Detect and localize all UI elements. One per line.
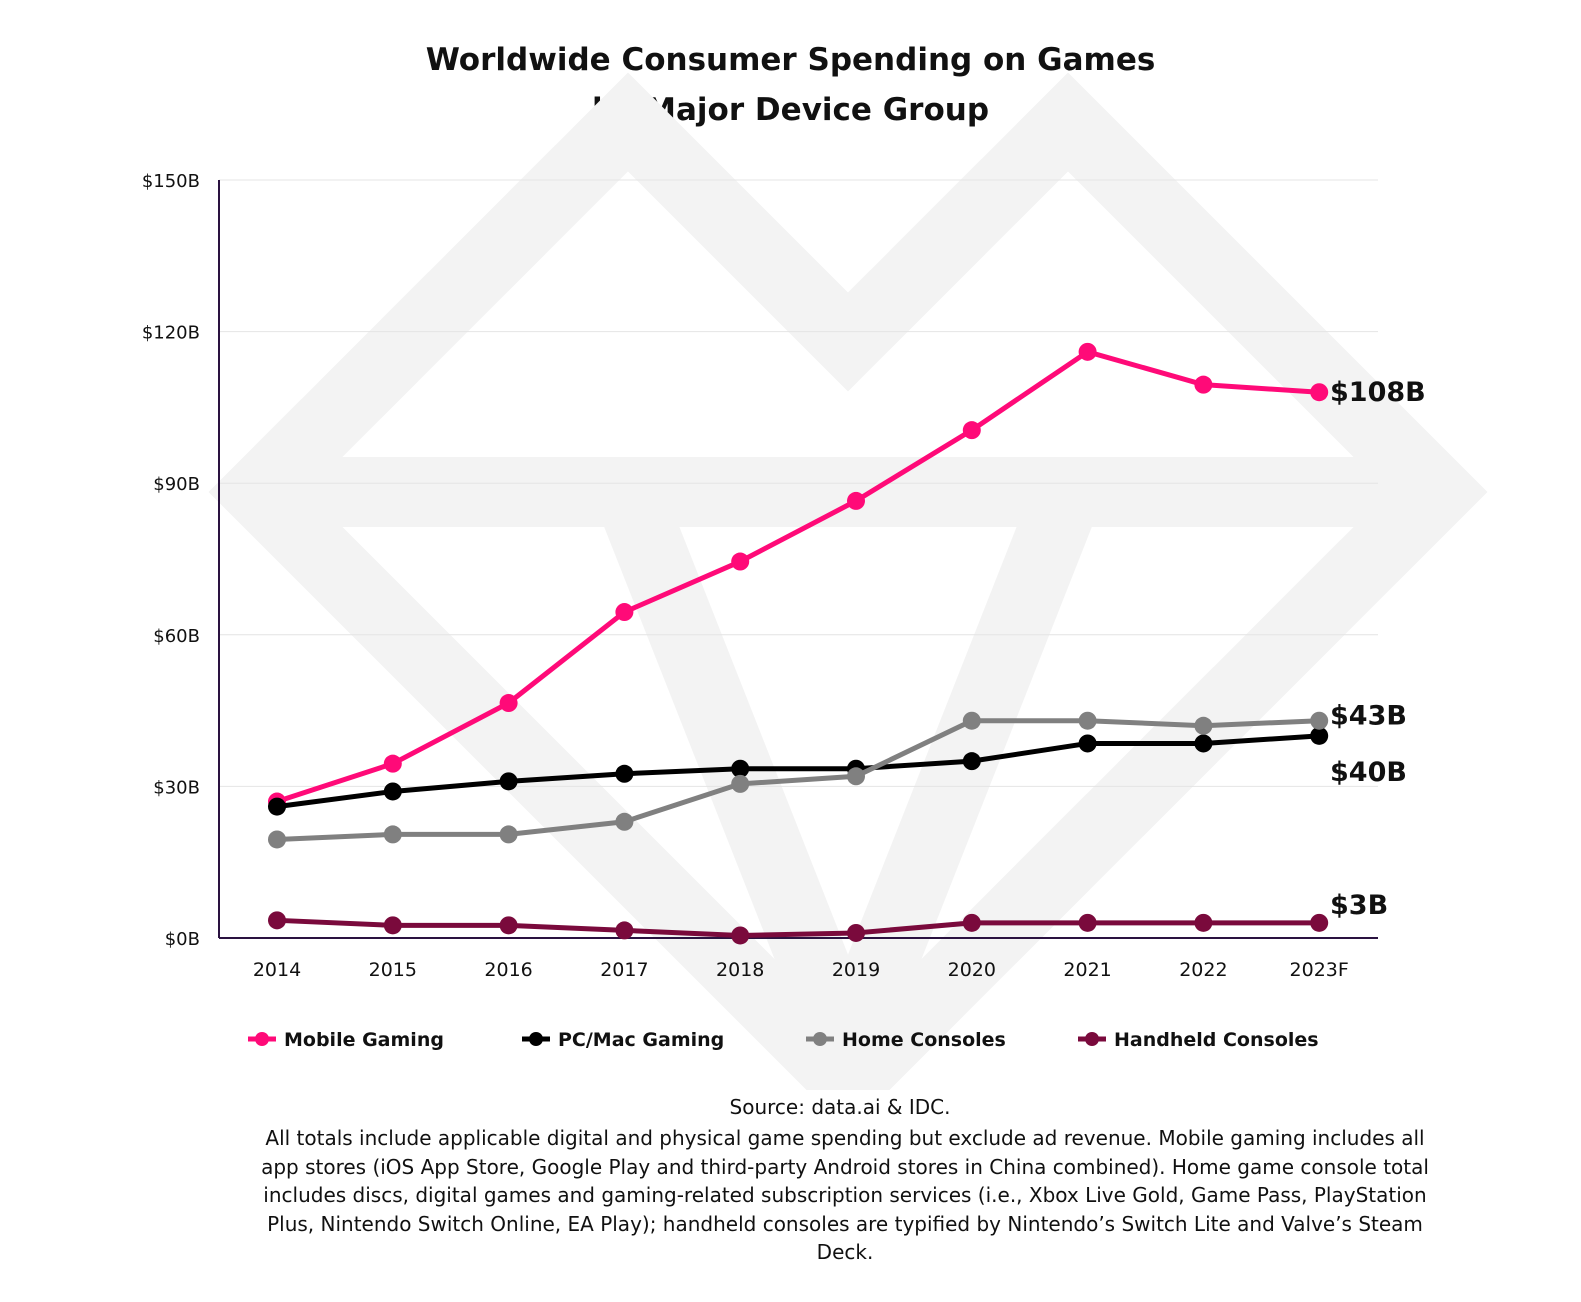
line-chart: $0B$30B$60B$90B$120B$150B 2014 2015 2016 20…	[142, 72, 1488, 1090]
series-home-consoles	[268, 711, 1329, 849]
source-text: Source: data.ai & IDC.	[729, 1095, 951, 1119]
data-point	[962, 752, 981, 771]
x-tick-label: 2016	[484, 959, 532, 981]
x-tick-label: 2023F	[1290, 959, 1349, 981]
data-point	[847, 491, 865, 510]
data-point	[847, 923, 865, 942]
legend-label: Handheld Consoles	[1114, 1029, 1319, 1051]
legend-item: Mobile Gaming	[248, 1029, 444, 1051]
data-point	[615, 603, 634, 622]
data-point	[499, 694, 518, 713]
data-point	[962, 913, 981, 932]
data-point	[731, 759, 750, 778]
watermark-logo	[208, 72, 1488, 1090]
legend-label: Home Consoles	[842, 1029, 1006, 1051]
y-tick-label: $150B	[142, 171, 200, 192]
legend-swatch-marker	[529, 1032, 543, 1046]
y-axis-ticks: $0B $30B $60B $90B $120B $150B	[142, 171, 200, 950]
legend-item: Home Consoles	[806, 1029, 1006, 1051]
data-point	[847, 767, 865, 786]
data-point	[615, 764, 634, 783]
legend-swatch-marker	[1085, 1032, 1099, 1046]
data-point	[1310, 913, 1329, 932]
y-tick-label: $60B	[153, 626, 200, 647]
end-label: $3B	[1330, 890, 1388, 921]
data-point	[1310, 383, 1329, 402]
series-line	[274, 718, 1322, 842]
data-point	[615, 812, 634, 831]
x-tick-label: 2017	[600, 959, 648, 981]
data-point	[383, 825, 402, 844]
y-tick-label: $120B	[142, 323, 200, 344]
data-point	[1078, 913, 1097, 932]
x-tick-label: 2021	[1063, 959, 1111, 981]
data-point	[383, 782, 402, 801]
data-point	[962, 711, 981, 730]
chart-title: Worldwide Consumer Spending on Games	[425, 42, 1156, 78]
data-point	[1194, 913, 1213, 932]
legend-label: Mobile Gaming	[284, 1029, 444, 1051]
x-tick-label: 2015	[369, 959, 417, 981]
series-line	[274, 917, 1322, 938]
end-label: $108B	[1330, 377, 1426, 408]
data-point	[383, 916, 402, 935]
legend-swatch-marker	[255, 1032, 269, 1046]
y-tick-label: $0B	[165, 929, 200, 950]
data-point	[962, 421, 981, 440]
data-point	[268, 797, 286, 816]
data-point	[731, 774, 750, 793]
data-point	[268, 830, 286, 849]
data-point	[1194, 375, 1213, 394]
data-point	[1194, 734, 1213, 753]
data-point	[499, 825, 518, 844]
end-label: $43B	[1330, 701, 1407, 732]
data-point	[1078, 734, 1097, 753]
grid-lines	[219, 179, 1378, 787]
legend-label: PC/Mac Gaming	[558, 1029, 724, 1051]
series-line	[274, 349, 1322, 805]
data-point	[1194, 716, 1213, 735]
legend-item: PC/Mac Gaming	[522, 1029, 724, 1051]
axes	[218, 180, 1378, 939]
x-tick-label: 2018	[716, 959, 764, 981]
series-line	[274, 733, 1322, 810]
data-point	[731, 552, 750, 571]
data-point	[1078, 711, 1097, 730]
data-point	[731, 926, 750, 945]
legend-item: Handheld Consoles	[1078, 1029, 1319, 1051]
x-axis-ticks: 2014 2015 2016 2017 2018 2019 2020 2021 2022 2023…	[253, 959, 1349, 981]
x-tick-label: 2020	[948, 959, 996, 981]
series-mobile-gaming	[268, 342, 1329, 811]
data-point	[1310, 726, 1329, 745]
data-point	[615, 921, 634, 940]
end-label: $40B	[1330, 757, 1407, 788]
watermark-inner-v	[595, 479, 1101, 1090]
y-tick-label: $30B	[153, 777, 200, 798]
data-point	[268, 911, 286, 930]
x-tick-label: 2019	[832, 959, 880, 981]
y-tick-label: $90B	[153, 474, 200, 495]
series-group	[268, 342, 1329, 945]
footnote-text: All totals include applicable digital an…	[261, 1126, 1429, 1264]
x-tick-label: 2022	[1179, 959, 1227, 981]
data-point	[499, 772, 518, 791]
series-handheld-consoles	[268, 911, 1329, 945]
data-point	[499, 916, 518, 935]
legend: Mobile Gaming PC/Mac Gaming Home Consoles H…	[248, 1029, 1319, 1051]
data-point	[1310, 711, 1329, 730]
legend-swatch-marker	[813, 1032, 827, 1046]
data-point	[1078, 342, 1097, 361]
data-point	[383, 754, 402, 773]
end-labels: $108B $40B $43B $3B	[1330, 377, 1426, 921]
x-tick-label: 2014	[253, 959, 301, 981]
